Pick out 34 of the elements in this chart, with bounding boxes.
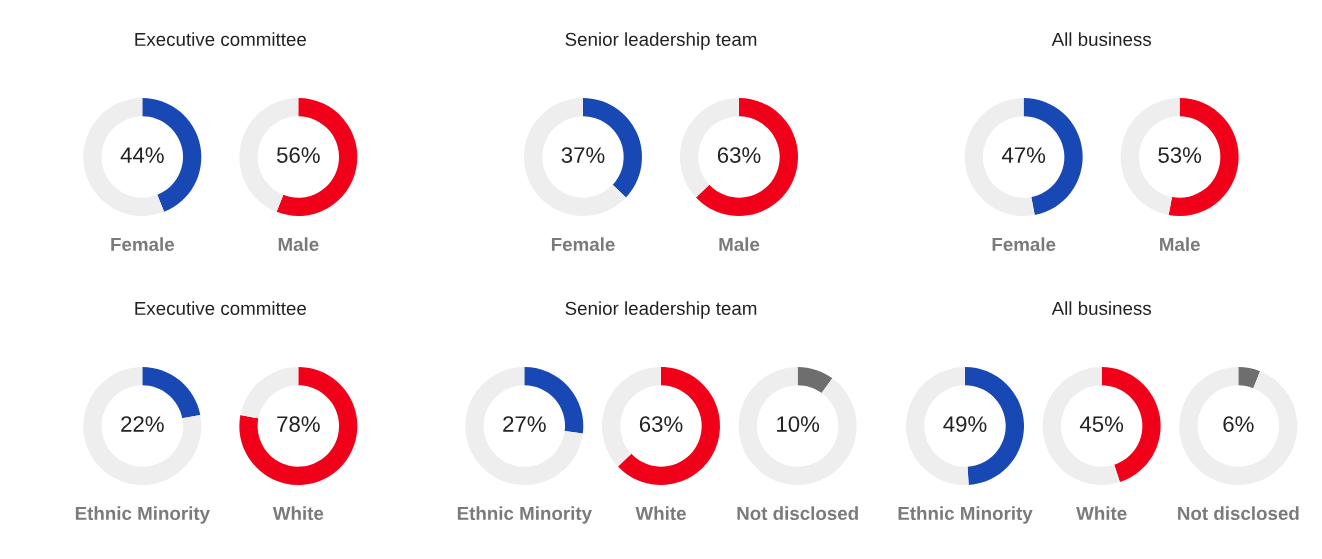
data-label: 63%: [639, 416, 683, 432]
data-label: 10%: [777, 416, 820, 432]
data-label: 22%: [121, 416, 164, 432]
data-label: 63%: [717, 147, 761, 163]
chart-title: Senior leadership team: [565, 301, 757, 319]
data-label: 44%: [120, 147, 164, 163]
data-label: 45%: [1079, 416, 1124, 432]
slice-label: Female: [551, 237, 615, 252]
slice-label: White: [635, 506, 686, 521]
slice-label: White: [272, 506, 324, 521]
slice-label: Male: [1160, 237, 1200, 252]
chart-title: Senior leadership team: [565, 32, 757, 50]
data-label: 27%: [503, 416, 546, 432]
chart-title: Executive committee: [135, 32, 306, 47]
slice-label: Female: [111, 237, 174, 252]
data-label: 56%: [276, 147, 320, 163]
slice-label: Male: [719, 237, 760, 252]
data-label: 37%: [561, 147, 605, 163]
slice-label: Female: [992, 237, 1056, 252]
slice-label: Ethnic Minority: [457, 506, 592, 524]
chart-title: All business: [1051, 301, 1152, 316]
slice-label: White: [1076, 506, 1127, 521]
chart-title: All business: [1051, 32, 1152, 47]
slice-label: Male: [278, 237, 319, 252]
slice-label: Ethnic Minority: [75, 506, 210, 524]
slice-label: Ethnic Minority: [898, 506, 1033, 524]
chart-title: Executive committee: [135, 301, 306, 316]
data-label: 78%: [277, 416, 320, 432]
data-label: 53%: [1158, 147, 1202, 163]
slice-label: Not disclosed: [1178, 506, 1299, 521]
data-label: 6%: [1223, 416, 1254, 432]
data-label: 49%: [943, 416, 987, 432]
slice-label: Not disclosed: [737, 506, 858, 521]
data-label: 47%: [1001, 147, 1046, 163]
